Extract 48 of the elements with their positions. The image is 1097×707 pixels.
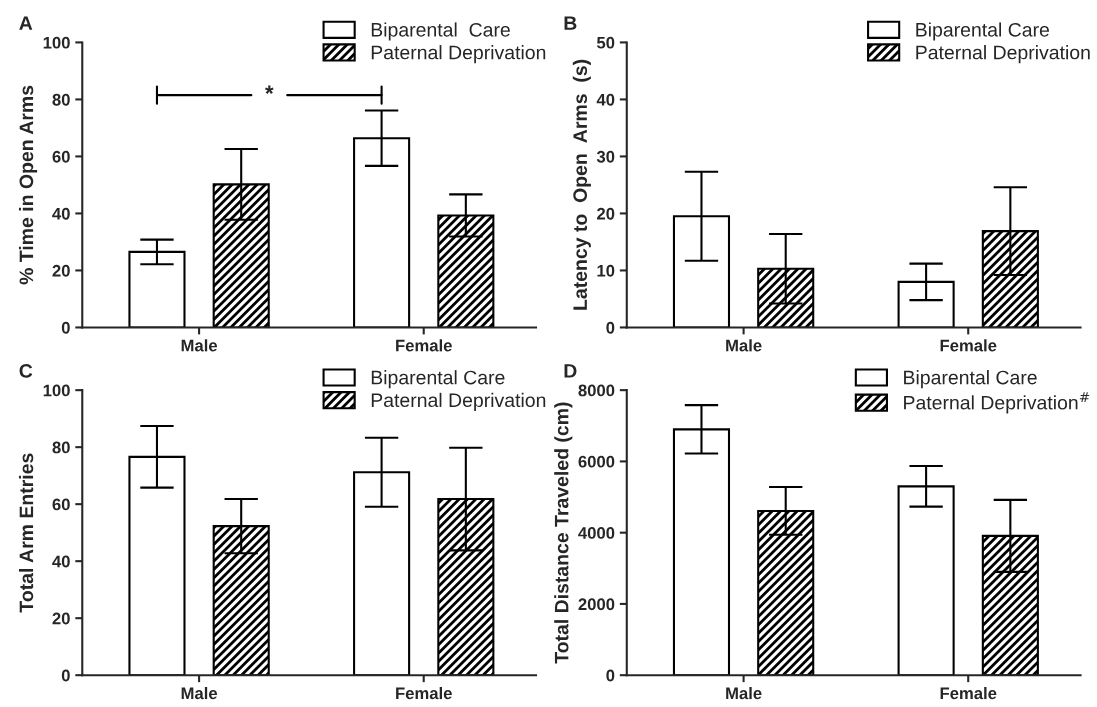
- legend-label: Paternal Deprivation$^{#}$: [904, 392, 1090, 414]
- chart-title: B: [564, 16, 577, 30]
- legend-label: Paternal Deprivation: [916, 45, 1090, 64]
- annotation: *: [265, 85, 274, 94]
- legend-label: Biparental Care: [916, 22, 1049, 41]
- y-tick-label: 100: [43, 36, 70, 49]
- x-tick-label: Male: [726, 686, 762, 700]
- x-tick-label: Female: [940, 339, 997, 352]
- y-tick-label: 80: [52, 441, 70, 454]
- chart-title: D: [564, 364, 577, 378]
- legend-label: Paternal Deprivation: [371, 45, 546, 64]
- y-tick-label: 0: [606, 669, 615, 682]
- y-tick-label: 10: [597, 264, 615, 277]
- x-tick-label: Female: [940, 686, 997, 700]
- y-tick-label: 4000: [578, 527, 615, 539]
- legend-label: Biparental Care: [371, 370, 505, 389]
- x-tick-label: Male: [181, 339, 218, 352]
- y-tick-label: 20: [52, 264, 70, 277]
- y-tick-label: 50: [596, 36, 615, 49]
- y-axis-title: Total Distance Traveled (cm): [554, 402, 573, 664]
- y-tick-label: 40: [52, 555, 70, 568]
- x-tick-label: Male: [181, 686, 218, 700]
- y-tick-label: 30: [596, 150, 615, 163]
- y-tick-label: 40: [52, 207, 70, 220]
- y-tick-label: 0: [61, 669, 70, 682]
- y-tick-label: 0: [606, 321, 615, 334]
- x-tick-label: Male: [726, 339, 762, 352]
- x-tick-label: Female: [396, 686, 452, 700]
- x-tick-label: Female: [396, 339, 452, 352]
- y-tick-label: 20: [597, 207, 615, 220]
- chart-title: C: [19, 363, 33, 378]
- y-tick-label: 8000: [578, 384, 615, 397]
- y-axis-title: Latency to Open Arms (s): [572, 59, 591, 310]
- legend-label: Paternal Deprivation: [371, 392, 546, 411]
- legend-label: Biparental Care: [904, 370, 1037, 389]
- y-tick-label: 6000: [578, 455, 615, 468]
- y-tick-label: 100: [43, 384, 70, 397]
- y-axis-title: % Time in Open Arms: [18, 85, 38, 285]
- y-tick-label: 60: [52, 498, 70, 511]
- y-tick-label: 80: [52, 93, 70, 106]
- y-axis-title: Total Arm Entries: [18, 453, 34, 613]
- y-tick-label: 20: [52, 612, 70, 625]
- chart-title: A: [19, 16, 33, 30]
- y-tick-label: 2000: [578, 598, 615, 611]
- y-tick-label: 60: [52, 150, 70, 163]
- y-tick-label: 40: [596, 93, 615, 106]
- legend-label: Biparental Care: [371, 22, 510, 41]
- y-tick-label: 0: [61, 321, 70, 334]
